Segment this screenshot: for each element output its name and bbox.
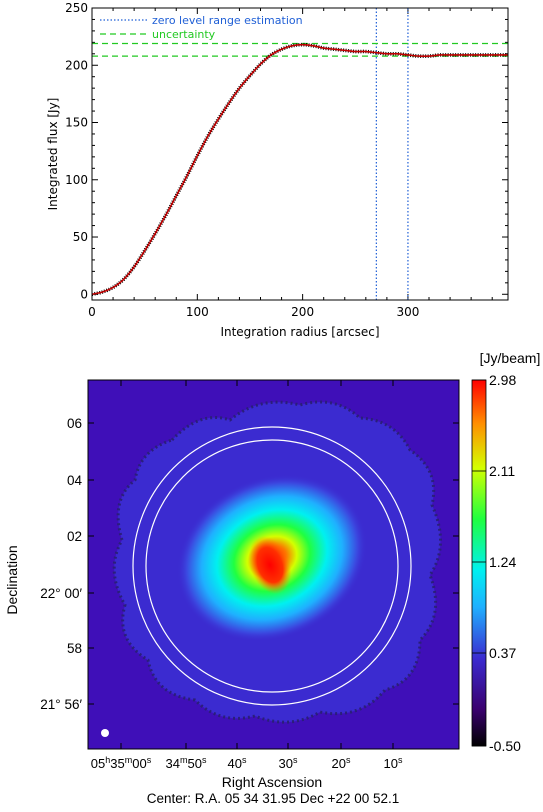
y-tick-label: 200 [65,58,88,72]
map-x-axis-label: Right Ascension [222,774,322,790]
legend-label-uncertainty: uncertainty [152,28,216,41]
colorbar: [Jy/beam] 2.98 2.11 1.24 0.37 -0.50 [471,350,541,754]
y-tick-label: 150 [65,116,88,130]
x-tick-label: 0 [88,305,96,319]
colorbar-tick-label: 2.11 [489,463,515,479]
colorbar-tick-label: 2.98 [489,372,516,388]
x-axis-label: Integration radius [arcsec] [220,325,379,339]
map-y-axis-label: Declination [4,545,20,614]
dec-tick-label: 58 [67,641,82,656]
dec-tick-label: 22° 00′ [40,586,82,601]
x-tick-label: 300 [396,305,419,319]
colorbar-ticks: 2.98 2.11 1.24 0.37 -0.50 [472,372,521,754]
flux-curve [92,43,508,296]
ra-tick-label: 20s [332,755,351,771]
y-tick-label: 100 [65,173,88,187]
nebula-core [248,535,292,595]
flux-plot-ticks: 0 100 200 300 0 50 100 150 200 250 [65,1,508,319]
ra-tick-label: 40s [228,755,247,771]
colorbar-tick-label: -0.50 [489,738,521,754]
legend-label-zero-level: zero level range estimation [152,14,303,27]
legend: zero level range estimation uncertainty [100,14,303,41]
flux-plot-frame [91,7,509,301]
ra-tick-label: 05h35m00s [91,755,152,771]
y-axis-label: Integrated flux [Jy] [46,98,60,211]
map-ticks: 05h35m00s 34m50s 40s 30s 20s 10s 06 04 02 22° 00′… [40,380,459,771]
intensity-map: 05h35m00s 34m50s 40s 30s 20s 10s 06 04 02 22° 00′… [4,379,460,806]
x-tick-label: 100 [186,305,209,319]
dec-tick-label: 02 [67,529,82,544]
map-frame [87,379,460,750]
colorbar-gradient [471,379,487,747]
ra-tick-label: 30s [279,755,298,771]
center-coordinates: Center: R.A. 05 34 31.95 Dec +22 00 52.1 [147,791,400,806]
x-tick-label: 200 [291,305,314,319]
y-tick-label: 250 [65,1,88,15]
flux-curve-errorbars [92,42,508,297]
outer-aperture-circle [132,426,412,706]
colorbar-unit: [Jy/beam] [480,350,541,366]
y-tick-label: 50 [73,230,88,244]
dec-tick-label: 21° 56′ [40,697,82,712]
dec-tick-label: 06 [67,416,82,431]
dec-tick-label: 04 [67,473,83,488]
y-tick-label: 0 [80,287,88,301]
colorbar-tick-label: 1.24 [489,554,516,570]
ra-tick-label: 34m50s [166,755,207,771]
inner-aperture-circle [145,439,399,693]
ra-tick-label: 10s [384,755,403,771]
beam-marker [101,729,109,737]
colorbar-tick-label: 0.37 [489,645,516,661]
flux-plot: 0 100 200 300 0 50 100 150 200 250 zero level ran… [46,1,509,339]
